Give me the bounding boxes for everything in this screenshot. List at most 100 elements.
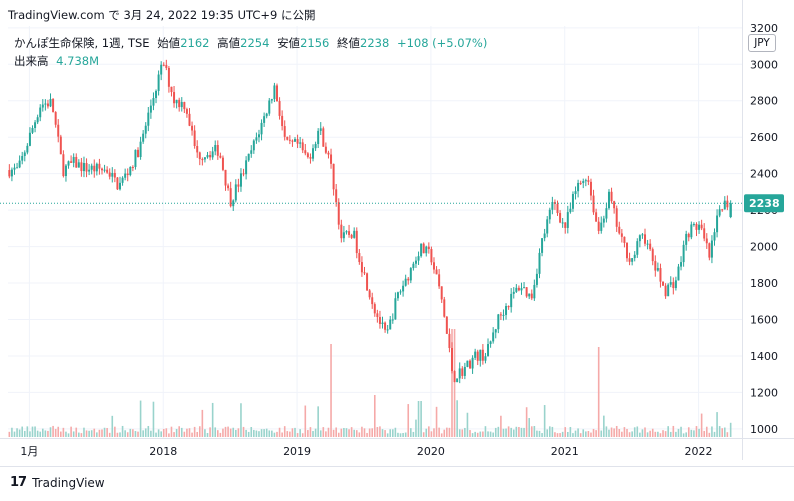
tradingview-logo-icon: 17 — [10, 475, 27, 490]
volume-bar — [433, 428, 435, 437]
candle-body — [625, 242, 628, 259]
legend-symbol[interactable]: かんぽ生命保険, 1週, TSE — [14, 36, 150, 50]
candle-body — [278, 101, 281, 116]
candle-body — [283, 126, 286, 137]
candle-body — [268, 100, 271, 114]
volume-bar — [291, 428, 294, 437]
volume-bar — [335, 427, 337, 437]
volume-bar — [659, 433, 662, 437]
volume-bar — [312, 431, 314, 437]
volume-bar — [183, 431, 186, 437]
candle-body — [21, 156, 24, 161]
candle-body — [353, 230, 356, 238]
volume-bar — [672, 425, 675, 437]
volume-bar — [237, 428, 240, 437]
volume-bar — [78, 432, 80, 437]
candle-body — [296, 139, 299, 144]
volume-bar — [29, 431, 31, 437]
volume-bar — [636, 426, 639, 437]
volume-bar — [31, 426, 34, 437]
volume-bar — [11, 427, 13, 437]
candle-body — [515, 287, 518, 292]
candle-body — [299, 142, 302, 144]
candle-body — [337, 202, 340, 225]
candle-body — [26, 145, 29, 153]
volume-bar — [16, 428, 18, 437]
volume-bar — [654, 431, 657, 437]
volume-bar — [438, 427, 440, 437]
candle-body — [75, 156, 78, 168]
price-tick-label: 3200 — [750, 22, 778, 35]
candle-body — [394, 298, 397, 320]
volume-bar — [623, 427, 626, 437]
volume-bar — [667, 426, 669, 437]
candle-body — [152, 98, 155, 106]
volume-bar — [186, 428, 188, 437]
volume-bar — [224, 426, 227, 437]
time-tick-label: 2021 — [551, 445, 579, 458]
volume-bar — [466, 412, 469, 437]
candle-body — [191, 125, 194, 131]
candle-body — [680, 262, 683, 267]
volume-bar — [358, 432, 361, 437]
volume-bar — [160, 431, 162, 437]
volume-bar — [410, 428, 412, 437]
candle-body — [489, 341, 492, 345]
candle-body — [417, 256, 420, 261]
candle-body — [497, 314, 500, 330]
candle-body — [430, 249, 433, 263]
time-axis[interactable]: 1月 2018 2019 2020 2021 2022 — [20, 445, 712, 458]
volume-bar — [170, 426, 173, 437]
volume-bar — [93, 428, 96, 437]
candle-body — [538, 252, 541, 274]
candle-body — [350, 234, 353, 238]
volume-bar — [155, 432, 157, 437]
volume-bar — [366, 432, 368, 437]
candle-body — [528, 293, 531, 297]
candle-body — [355, 230, 358, 254]
candle-body — [126, 173, 129, 176]
candle-body — [113, 172, 116, 178]
volume-bar — [44, 430, 47, 437]
volume-bar — [114, 426, 116, 437]
candle-body — [306, 153, 309, 158]
candle-body — [44, 103, 47, 105]
volume-bar — [21, 426, 24, 437]
currency-button[interactable]: JPY — [748, 34, 776, 52]
time-tick-label: 2020 — [417, 445, 445, 458]
candle-body — [134, 149, 137, 168]
candle-body — [85, 162, 88, 172]
candle-body — [49, 99, 52, 107]
candle-body — [535, 273, 538, 285]
volume-bar — [381, 429, 384, 437]
volume-bar — [235, 429, 237, 437]
candle-body — [716, 215, 719, 233]
candle-body — [471, 357, 474, 369]
volume-bar — [649, 430, 651, 437]
volume-bar — [404, 432, 407, 437]
candle-body — [178, 99, 181, 108]
price-axis[interactable]: 1000120014001600180020002200240026002800… — [742, 0, 779, 460]
candle-body — [265, 113, 268, 117]
candle-body — [541, 238, 544, 253]
volume-bar — [253, 429, 255, 437]
volume-bar — [103, 427, 106, 437]
attribution-text: TradingView.com で 3月 24, 2022 19:35 UTC+… — [8, 8, 316, 22]
candle-body — [332, 163, 335, 190]
volume-bar — [240, 403, 242, 437]
legend-low-value: 2156 — [300, 36, 330, 50]
candle-body — [31, 128, 34, 133]
volume-bar — [703, 430, 706, 437]
candle-body — [90, 165, 93, 170]
candle-body — [692, 223, 695, 225]
candle-body — [183, 102, 186, 110]
candle-body — [422, 243, 425, 254]
volume-bar — [276, 431, 278, 437]
candle-body — [366, 273, 369, 291]
volume-bar — [520, 427, 523, 437]
volume-bar — [263, 429, 265, 437]
candle-body — [708, 243, 711, 258]
candle-body — [286, 136, 289, 140]
volume-bar — [289, 431, 291, 437]
